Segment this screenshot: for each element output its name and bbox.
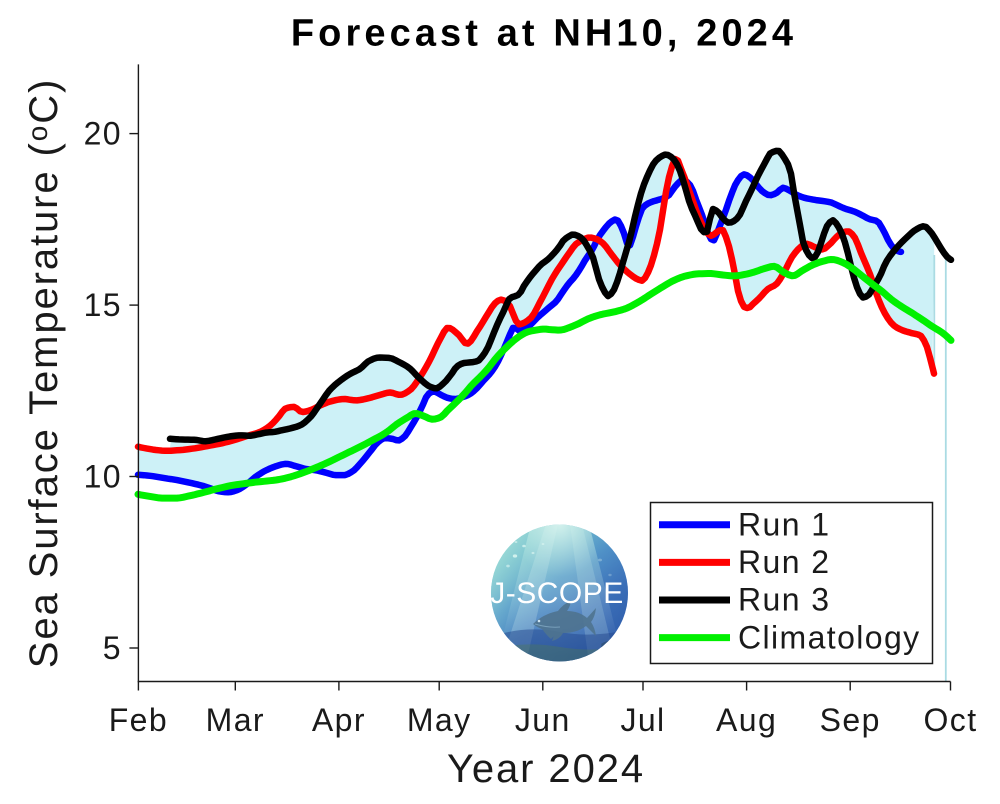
- svg-text:Aug: Aug: [716, 702, 777, 738]
- svg-text:Run 3: Run 3: [738, 582, 830, 618]
- svg-text:J-SCOPE: J-SCOPE: [490, 577, 624, 610]
- svg-text:15: 15: [84, 287, 122, 323]
- svg-text:Forecast at NH10, 2024: Forecast at NH10, 2024: [291, 13, 797, 55]
- svg-text:Run 2: Run 2: [738, 544, 830, 580]
- svg-text:10: 10: [84, 459, 122, 495]
- svg-text:Oct: Oct: [924, 702, 978, 738]
- svg-text:Sep: Sep: [820, 702, 881, 738]
- svg-text:Sea Surface Temperature (oC): Sea Surface Temperature (oC): [22, 78, 66, 669]
- svg-text:Run 1: Run 1: [738, 507, 830, 543]
- svg-text:Apr: Apr: [312, 702, 366, 738]
- svg-text:Feb: Feb: [109, 702, 168, 738]
- svg-text:Climatology: Climatology: [738, 619, 921, 655]
- svg-text:Jun: Jun: [515, 702, 571, 738]
- svg-text:Jul: Jul: [620, 702, 665, 738]
- svg-text:Mar: Mar: [206, 702, 265, 738]
- svg-text:Year 2024: Year 2024: [447, 747, 645, 791]
- svg-text:5: 5: [103, 630, 122, 666]
- svg-text:May: May: [407, 702, 472, 738]
- svg-text:20: 20: [84, 116, 122, 152]
